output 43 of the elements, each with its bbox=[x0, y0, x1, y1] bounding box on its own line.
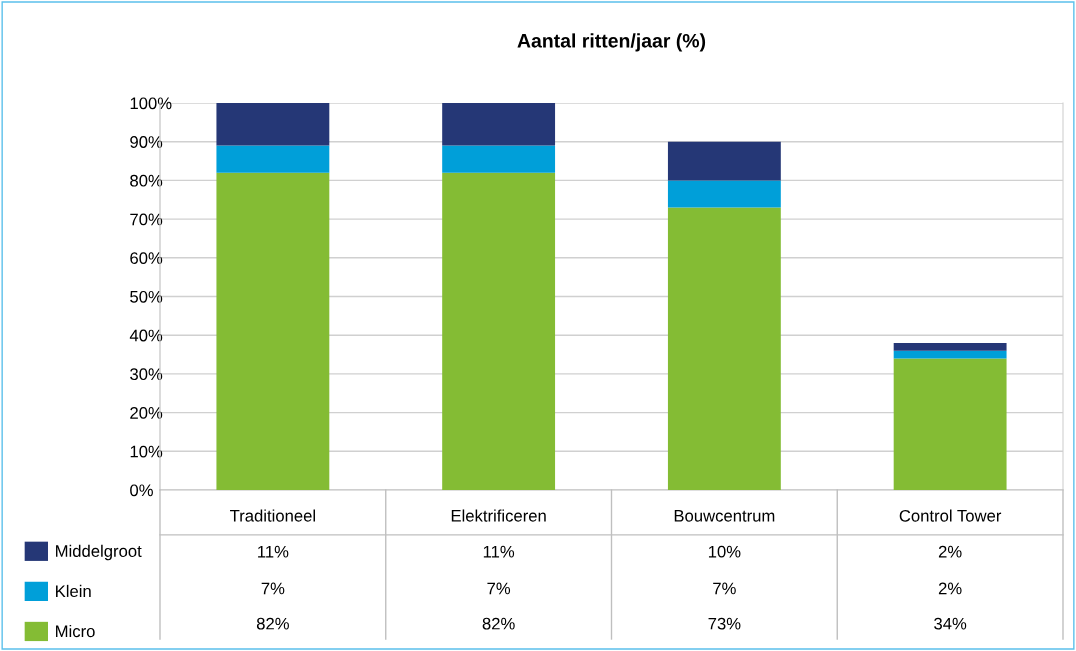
legend-label: Middelgroot bbox=[56, 544, 142, 561]
bar bbox=[893, 350, 1007, 359]
x-tick-label: Traditioneel bbox=[230, 509, 315, 522]
bar bbox=[216, 145, 330, 173]
data-label: 2% bbox=[938, 582, 962, 595]
legend-label: Micro bbox=[56, 624, 95, 638]
chart-title: Aantal ritten/jaar (%) bbox=[517, 33, 706, 52]
data-label: 11% bbox=[483, 545, 515, 558]
y-tick-label: 0% bbox=[130, 484, 153, 497]
bar bbox=[667, 207, 781, 490]
y-tick-label: 60% bbox=[130, 252, 163, 264]
bar bbox=[442, 103, 556, 146]
bar bbox=[667, 180, 781, 208]
data-label: 7% bbox=[487, 582, 511, 595]
data-label: 73% bbox=[708, 617, 741, 630]
bar bbox=[893, 342, 1007, 351]
data-label: 2% bbox=[938, 545, 962, 558]
y-tick-label: 90% bbox=[130, 136, 163, 148]
data-label: 7% bbox=[261, 582, 285, 595]
data-label: 34% bbox=[934, 617, 967, 630]
bar bbox=[667, 141, 781, 181]
y-tick-label: 20% bbox=[130, 407, 163, 419]
data-label: 82% bbox=[482, 617, 515, 630]
x-tick-label: Elektrificeren bbox=[451, 509, 546, 522]
y-tick-label: 10% bbox=[130, 445, 163, 458]
y-tick-label: 100% bbox=[130, 97, 172, 110]
bar bbox=[442, 145, 556, 173]
y-tick-label: 40% bbox=[129, 329, 163, 342]
bar bbox=[216, 172, 330, 490]
x-tick-label: Control Tower bbox=[899, 509, 1002, 522]
data-label: 82% bbox=[256, 617, 289, 630]
bar bbox=[893, 358, 1007, 490]
x-tick-label: Bouwcentrum bbox=[674, 510, 775, 522]
y-tick-label: 70% bbox=[130, 213, 163, 226]
bar bbox=[442, 172, 556, 490]
data-label: 11% bbox=[258, 545, 289, 558]
data-label: 10% bbox=[708, 545, 741, 558]
legend-label: Klein bbox=[56, 584, 91, 598]
data-label: 7% bbox=[713, 582, 736, 595]
y-tick-label: 50% bbox=[130, 290, 163, 303]
y-tick-label: 30% bbox=[130, 368, 163, 381]
bar bbox=[216, 103, 330, 146]
y-tick-label: 80% bbox=[130, 174, 163, 187]
